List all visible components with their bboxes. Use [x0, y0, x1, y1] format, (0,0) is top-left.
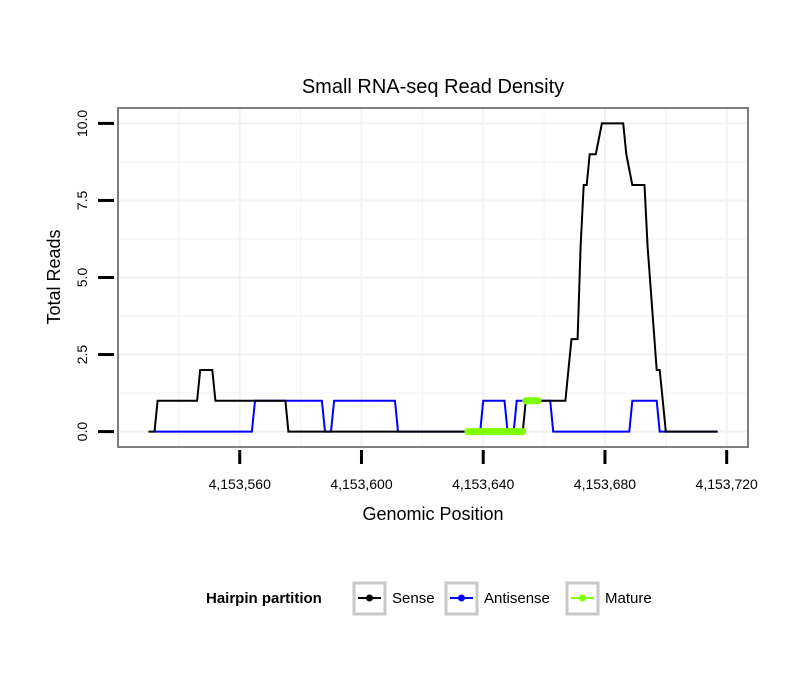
y-tick-label: 5.0 — [74, 268, 90, 288]
legend-label: Antisense — [484, 590, 550, 607]
legend-key-dot — [366, 594, 373, 602]
y-tick-label: 10.0 — [74, 110, 90, 137]
series-antisense-line — [154, 399, 718, 433]
x-tick-label: 4,153,720 — [696, 476, 758, 492]
legend-title: Hairpin partition — [206, 590, 322, 607]
x-tick-label: 4,153,640 — [452, 476, 514, 492]
data-layer — [148, 122, 718, 436]
legend-key-dot — [579, 594, 586, 602]
x-tick-label: 4,153,680 — [574, 476, 636, 492]
legend-key-dot — [458, 594, 465, 602]
axes: 4,153,560 4,153,600 4,153,640 4,153,680 4,15… — [74, 110, 758, 492]
x-axis-label: Genomic Position — [362, 504, 503, 524]
series-sense-line — [148, 122, 718, 433]
y-tick-label: 2.5 — [74, 345, 90, 365]
legend-item-sense: Sense — [352, 581, 435, 616]
x-tick-label: 4,153,600 — [330, 476, 392, 492]
legend-label: Mature — [605, 590, 652, 607]
x-tick-label: 4,153,560 — [209, 476, 271, 492]
chart-title: Small RNA-seq Read Density — [302, 76, 564, 98]
legend-item-antisense: Antisense — [444, 581, 550, 616]
y-tick-label: 7.5 — [74, 191, 90, 211]
y-axis-label: Total Reads — [44, 229, 64, 324]
legend-item-mature: Mature — [565, 581, 652, 616]
legend-label: Sense — [392, 590, 435, 607]
plot-panel — [117, 107, 749, 448]
grid — [118, 108, 748, 447]
legend: Hairpin partition Sense Antisense Mature — [206, 581, 652, 616]
y-tick-label: 0.0 — [74, 422, 90, 442]
